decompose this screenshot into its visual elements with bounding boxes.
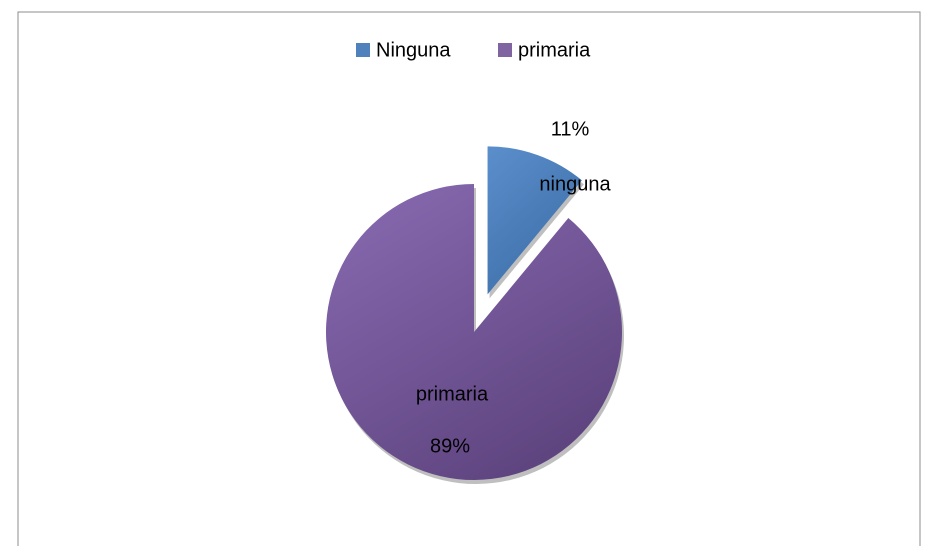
slice-category-label: primaria: [416, 383, 489, 405]
slice-value-label: 11%: [551, 118, 590, 140]
chart-frame: [17, 11, 921, 546]
slice-category-label: ninguna: [539, 173, 611, 195]
legend-swatch: [498, 43, 512, 57]
legend-label: Ninguna: [376, 39, 451, 61]
pie-slice: [487, 146, 582, 295]
slice-value-label: 89%: [430, 435, 470, 457]
pie-slice: [326, 184, 622, 480]
legend-swatch: [356, 43, 370, 57]
legend-label: primaria: [518, 39, 591, 61]
